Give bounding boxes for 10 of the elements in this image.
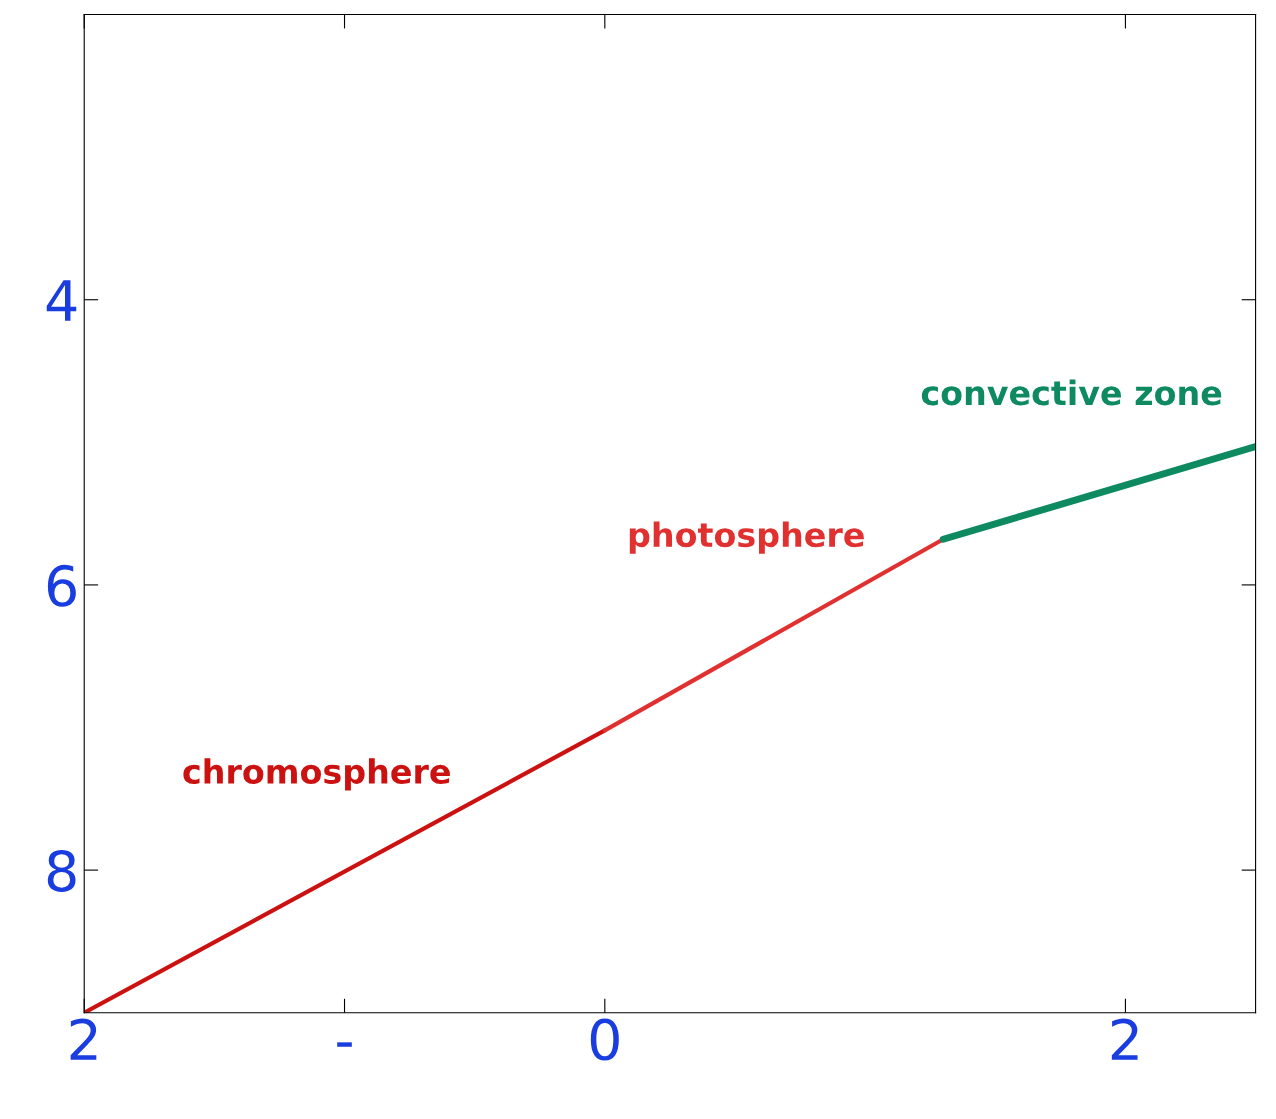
x-tick-label: - [337, 1042, 352, 1047]
series-label: chromosphere [183, 758, 450, 791]
series-label: photosphere [629, 521, 864, 554]
x-tick-label: 0 [590, 1018, 619, 1061]
y-tick-label: 4 [46, 280, 77, 321]
series-label: convective zone [921, 379, 1222, 406]
x-tick-label: 2 [1111, 1018, 1138, 1060]
y-tick-label: 6 [47, 564, 76, 607]
y-tick-label: 8 [47, 849, 76, 892]
x-tick-label: 2 [70, 1018, 97, 1060]
